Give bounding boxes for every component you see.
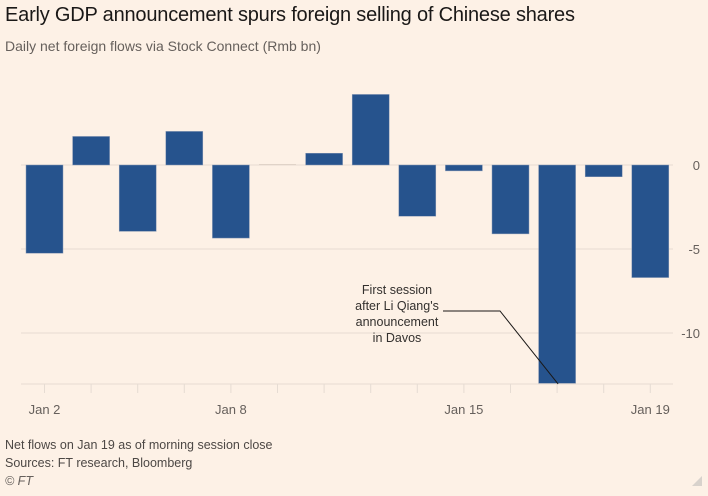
bar-jan-2 xyxy=(25,164,64,254)
annotation-text: after Li Qiang's xyxy=(355,299,439,313)
bar-jan-5 xyxy=(165,131,204,166)
bars xyxy=(25,94,670,384)
bar-chart: Jan 2 Jan 8 Jan 15 Jan 19 0 -5 -10 First sess… xyxy=(21,94,700,417)
bar-jan-15 xyxy=(445,164,483,172)
sources: Sources: FT research, Bloomberg xyxy=(5,456,193,470)
bar-jan-12 xyxy=(398,164,437,217)
y-tick-label: -5 xyxy=(688,242,700,257)
annotation-leader-line xyxy=(443,310,559,385)
annotation-text: announcement xyxy=(356,315,439,329)
bar-jan-18 xyxy=(584,164,623,178)
bar-jan-11 xyxy=(351,94,390,166)
resize-handle-icon[interactable] xyxy=(692,476,702,486)
bar-jan-16 xyxy=(491,164,530,235)
bar-jan-8 xyxy=(212,164,250,239)
bar-jan-9 xyxy=(259,164,296,165)
x-tick-label: Jan 2 xyxy=(29,402,61,417)
y-tick-label: 0 xyxy=(693,158,700,173)
bar-jan-3 xyxy=(72,136,110,166)
x-tick-label: Jan 8 xyxy=(215,402,247,417)
y-axis-labels: 0 -5 -10 xyxy=(681,158,700,341)
bar-jan-4 xyxy=(118,164,157,232)
bar-jan-10 xyxy=(305,152,343,166)
y-tick-label: -10 xyxy=(681,326,700,341)
chart-title: Early GDP announcement spurs foreign sel… xyxy=(5,4,575,26)
x-axis: Jan 2 Jan 8 Jan 15 Jan 19 xyxy=(21,383,673,417)
annotation-text: First session xyxy=(362,283,432,297)
chart-subtitle: Daily net foreign flows via Stock Connec… xyxy=(5,38,321,54)
copyright: © FT xyxy=(5,474,33,488)
bar-jan-17 xyxy=(538,164,576,384)
bar-jan-19 xyxy=(631,164,670,278)
footnote: Net flows on Jan 19 as of morning sessio… xyxy=(5,438,273,452)
x-tick-label: Jan 19 xyxy=(631,402,670,417)
annotation-text: in Davos xyxy=(373,331,422,345)
annotation: First session after Li Qiang's announcemen… xyxy=(355,283,559,385)
x-tick-label: Jan 15 xyxy=(444,402,483,417)
